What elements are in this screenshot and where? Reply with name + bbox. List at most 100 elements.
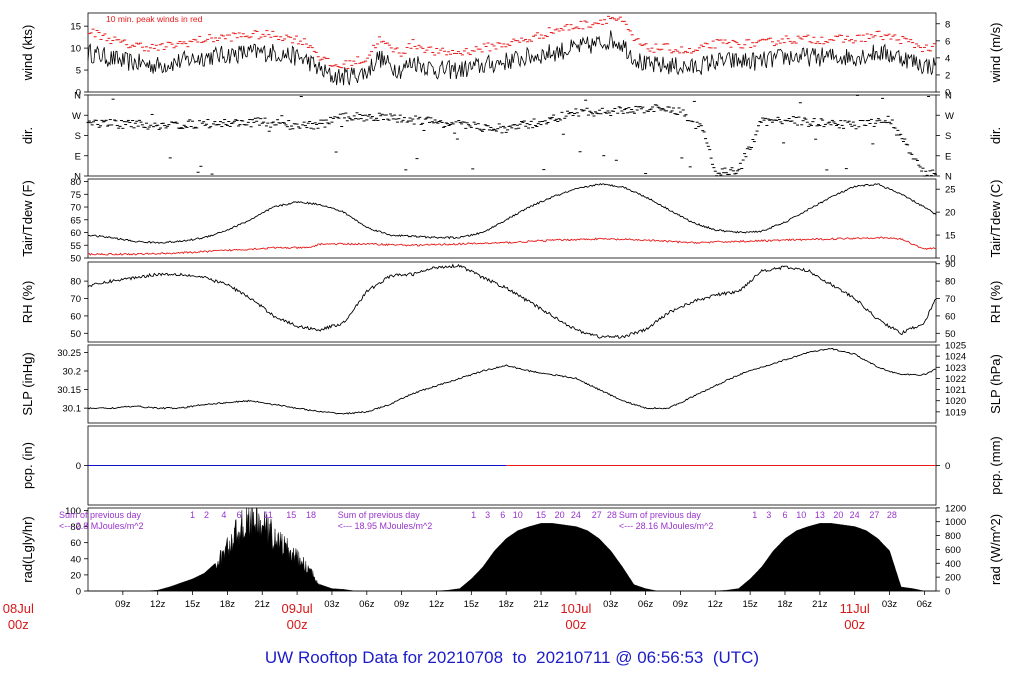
left-tick-label: 30.25 [57,348,81,359]
date-hour-label: 00z [844,617,865,632]
right-axis-label: dir. [988,127,1003,144]
sun-hour-label: 6 [500,510,505,520]
sun-hour-label: 3 [766,510,771,520]
right-tick-label: 400 [945,559,961,570]
time-tick-label: 18z [777,599,793,610]
time-tick-label: 18z [499,599,515,610]
left-axis-label: pcp. (in) [20,442,35,489]
left-tick-label: 80 [70,522,81,533]
right-tick-label: 1022 [945,374,966,385]
date-hour-label: 00z [8,617,29,632]
left-tick-label: 100 [65,506,81,517]
time-tick-label: 18z [220,599,236,610]
left-tick-label: 0 [76,461,81,472]
time-tick-label: 09z [673,599,689,610]
right-tick-label: 1000 [945,517,966,528]
daily-sum-value: <--- 18.95 MJoules/m^2 [338,521,433,531]
date-label: 09Jul [282,601,313,616]
right-tick-label: N [945,91,952,102]
right-tick-label: 6 [945,36,950,47]
left-axis-label: wind (kts) [20,25,35,82]
sun-hour-label: 27 [592,510,602,520]
sun-hour-label: 10 [796,510,806,520]
right-tick-label: 10 [945,254,956,265]
right-tick-label: 60 [945,311,956,322]
time-tick-label: 06z [359,599,375,610]
sun-hour-label: 6 [237,510,242,520]
solar-radiation-area [88,507,936,592]
time-tick-label: 06z [638,599,654,610]
right-tick-label: 0 [945,461,950,472]
panel-frame [87,178,937,259]
date-label: 11Jul [840,601,870,616]
time-tick-label: 15z [185,599,201,610]
sun-hour-label: 27 [869,510,879,520]
panel-frame [87,261,937,343]
time-tick-label: 09z [394,599,410,610]
right-tick-label: 1200 [945,503,966,514]
right-axis-label: rad (W/m^2) [988,514,1003,585]
sun-hour-label: 1 [752,510,757,520]
daily-sum-value: <--- 28.16 MJoules/m^2 [619,521,714,531]
right-tick-label: 1021 [945,385,966,396]
right-tick-label: 4 [945,53,950,64]
sun-hour-label: 10 [513,510,523,520]
right-tick-label: W [945,111,954,122]
right-tick-label: 600 [945,545,961,556]
sun-hour-label: 24 [850,510,860,520]
time-tick-label: 03z [882,599,898,610]
left-tick-label: W [72,111,81,122]
left-axis-label: rad(Lgly/hr) [20,516,35,582]
left-tick-label: 70 [70,203,81,214]
date-label: 08Jul [3,601,34,616]
right-tick-label: 1020 [945,396,966,407]
left-tick-label: 5 [76,66,81,77]
dewpoint-line [87,236,937,256]
sun-hour-label: 18 [306,510,316,520]
right-tick-label: 200 [945,573,961,584]
time-tick-label: 06z [917,599,933,610]
right-tick-label: 800 [945,531,961,542]
panel-frame [87,12,937,93]
left-tick-label: 50 [70,329,81,340]
daily-sum-label: Sum of previous day [619,510,702,520]
right-tick-label: 90 [945,259,956,270]
right-tick-label: 2 [945,70,950,81]
right-tick-label: 0 [945,88,950,99]
time-tick-label: 21z [533,599,549,610]
left-tick-label: 70 [70,294,81,305]
sun-hour-label: 11 [263,510,272,520]
left-tick-label: 65 [70,215,81,226]
left-tick-label: 75 [70,190,81,201]
peak-winds-note: 10 min. peak winds in red [106,14,203,24]
left-tick-label: 80 [70,177,81,188]
daily-sum-label: Sum of previous day [338,510,421,520]
time-tick-label: 09z [115,599,131,610]
sun-hour-label: 2 [204,510,209,520]
right-tick-label: 0 [945,587,950,598]
left-tick-label: 50 [70,254,81,265]
left-tick-label: 20 [70,570,81,581]
right-tick-label: 15 [945,231,956,242]
time-tick-label: 03z [603,599,619,610]
right-tick-label: 25 [945,185,956,196]
daily-sum-value: <--- 2.8 MJoules/m^2 [59,521,144,531]
air-temperature-line [87,182,937,244]
sun-hour-label: 28 [607,510,617,520]
left-axis-label: RH (%) [20,281,35,324]
sun-hour-label: 3 [485,510,490,520]
time-tick-label: 21z [812,599,828,610]
left-tick-label: 30.1 [63,404,82,415]
sun-hour-label: 1 [190,510,195,520]
right-tick-label: 1024 [945,352,966,363]
left-axis-label: SLP (inHg) [20,352,35,415]
right-tick-label: 8 [945,19,950,30]
sun-hour-label: 24 [571,510,581,520]
date-label: 10Jul [560,601,591,616]
right-axis-label: RH (%) [988,281,1003,324]
sun-hour-label: 6 [782,510,787,520]
sun-hour-label: 15 [536,510,546,520]
right-axis-label: wind (m/s) [988,23,1003,84]
daily-sum-label: Sum of previous day [59,510,142,520]
